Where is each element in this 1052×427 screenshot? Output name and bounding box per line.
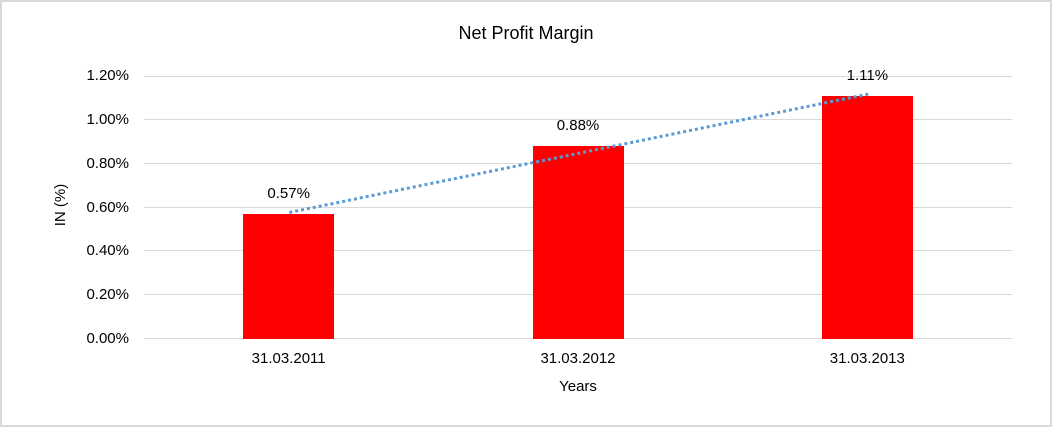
x-axis-title: Years bbox=[559, 378, 597, 395]
y-axis-tick-label: 0.80% bbox=[86, 154, 129, 172]
y-axis-tick-label: 0.20% bbox=[86, 286, 129, 304]
bar-value-label: 0.57% bbox=[267, 185, 310, 203]
y-axis-tick-label: 1.00% bbox=[86, 110, 129, 128]
y-axis-tick-label: 1.20% bbox=[86, 67, 129, 84]
bar bbox=[532, 146, 624, 339]
x-axis-tick-label: 31.03.2011 bbox=[251, 350, 326, 367]
gridline bbox=[144, 76, 1012, 77]
y-axis-tick-label: 0.00% bbox=[86, 330, 129, 347]
chart-title: Net Profit Margin bbox=[458, 23, 594, 43]
y-axis-tick-label: 0.60% bbox=[86, 198, 129, 216]
bar-value-label: 0.88% bbox=[556, 117, 600, 135]
plot-area: 0.57% 0.88% 1.11% bbox=[144, 67, 1012, 339]
y-axis-tick-label: 0.40% bbox=[86, 242, 129, 260]
bar-value-label: 1.11% bbox=[846, 66, 889, 84]
x-axis-tick-label: 31.03.2013 bbox=[829, 350, 905, 367]
bar bbox=[243, 214, 335, 339]
x-axis-tick-label: 31.03.2012 bbox=[540, 350, 616, 367]
gridline bbox=[144, 118, 1012, 120]
bar bbox=[821, 95, 913, 339]
